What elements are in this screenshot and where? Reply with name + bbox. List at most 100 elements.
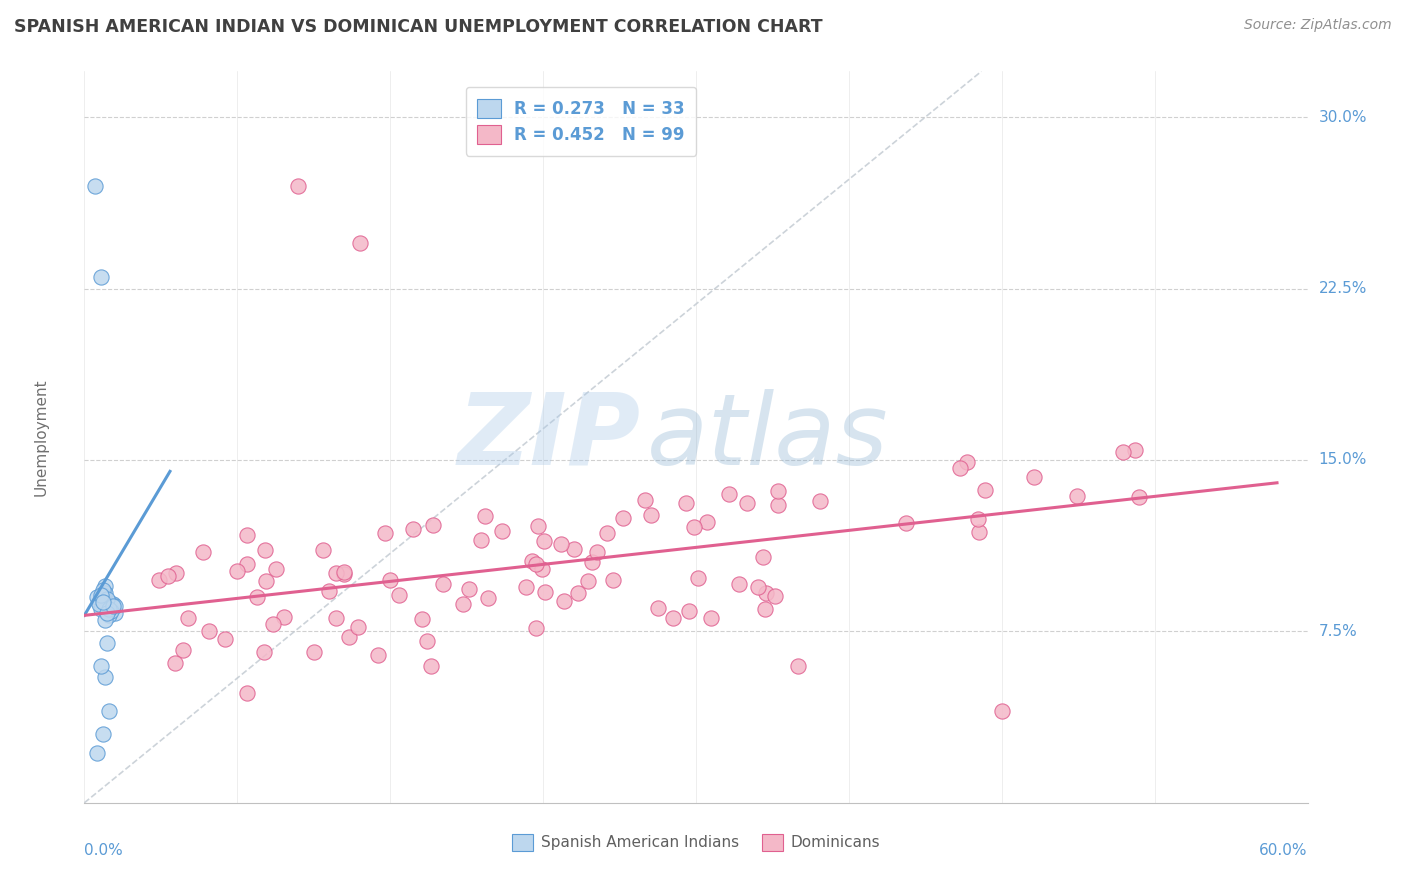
Point bbox=[696, 515, 718, 529]
Point bbox=[325, 610, 347, 624]
Point bbox=[477, 591, 499, 605]
Point bbox=[96, 636, 118, 650]
Point bbox=[526, 519, 548, 533]
Point bbox=[83, 178, 105, 193]
Text: 7.5%: 7.5% bbox=[1319, 624, 1357, 639]
Point bbox=[318, 584, 340, 599]
Legend: Spanish American Indians, Dominicans: Spanish American Indians, Dominicans bbox=[506, 828, 886, 857]
Point bbox=[634, 493, 657, 508]
Point bbox=[90, 588, 112, 602]
Point bbox=[311, 542, 333, 557]
Point bbox=[747, 580, 769, 594]
Point bbox=[93, 670, 115, 684]
Point bbox=[973, 483, 995, 498]
Point bbox=[675, 496, 697, 510]
Point bbox=[699, 610, 721, 624]
Point bbox=[640, 508, 662, 522]
Point bbox=[1128, 490, 1150, 504]
Point bbox=[86, 746, 108, 760]
Point bbox=[262, 616, 284, 631]
Point bbox=[474, 509, 496, 524]
Point bbox=[949, 461, 972, 475]
Point bbox=[420, 658, 443, 673]
Point bbox=[236, 558, 259, 572]
Point bbox=[754, 601, 776, 615]
Point bbox=[491, 524, 513, 538]
Point bbox=[148, 573, 170, 587]
Text: Unemployment: Unemployment bbox=[34, 378, 49, 496]
Point bbox=[683, 520, 706, 534]
Point bbox=[96, 592, 118, 607]
Point bbox=[97, 608, 120, 623]
Point bbox=[808, 494, 831, 508]
Point bbox=[273, 610, 295, 624]
Text: 60.0%: 60.0% bbox=[1260, 843, 1308, 858]
Point bbox=[388, 588, 411, 602]
Point bbox=[533, 533, 555, 548]
Point bbox=[90, 270, 112, 285]
Point bbox=[333, 566, 356, 581]
Point bbox=[576, 574, 599, 589]
Point bbox=[752, 549, 775, 564]
Point bbox=[567, 586, 589, 600]
Point bbox=[581, 555, 603, 569]
Point bbox=[91, 583, 114, 598]
Point bbox=[100, 604, 122, 618]
Point bbox=[524, 621, 547, 635]
Point bbox=[96, 604, 118, 618]
Point bbox=[156, 568, 179, 582]
Point bbox=[735, 496, 758, 510]
Point bbox=[214, 632, 236, 646]
Point bbox=[93, 579, 115, 593]
Point bbox=[550, 537, 572, 551]
Point bbox=[91, 588, 114, 602]
Point bbox=[91, 595, 114, 609]
Point bbox=[967, 524, 990, 539]
Point bbox=[367, 648, 389, 662]
Point bbox=[325, 566, 347, 580]
Text: 30.0%: 30.0% bbox=[1319, 110, 1367, 125]
Point bbox=[93, 595, 115, 609]
Point bbox=[90, 658, 112, 673]
Point bbox=[1123, 443, 1146, 458]
Point bbox=[193, 545, 215, 559]
Point bbox=[246, 591, 269, 605]
Text: Source: ZipAtlas.com: Source: ZipAtlas.com bbox=[1244, 18, 1392, 32]
Point bbox=[787, 658, 810, 673]
Point bbox=[602, 573, 624, 587]
Point bbox=[562, 542, 585, 557]
Point bbox=[596, 525, 619, 540]
Point bbox=[90, 601, 112, 615]
Text: 22.5%: 22.5% bbox=[1319, 281, 1367, 296]
Point bbox=[416, 634, 439, 648]
Point bbox=[87, 597, 110, 611]
Point bbox=[678, 604, 700, 618]
Point bbox=[177, 611, 200, 625]
Point bbox=[225, 565, 247, 579]
Point bbox=[253, 645, 276, 659]
Point bbox=[991, 705, 1014, 719]
Point bbox=[515, 580, 537, 594]
Point bbox=[378, 573, 401, 587]
Text: 0.0%: 0.0% bbox=[84, 843, 124, 858]
Point bbox=[104, 599, 127, 614]
Point bbox=[104, 606, 127, 620]
Point bbox=[287, 178, 309, 193]
Point bbox=[432, 576, 454, 591]
Point bbox=[87, 595, 110, 609]
Point bbox=[93, 585, 115, 599]
Point bbox=[349, 235, 371, 250]
Point bbox=[101, 599, 124, 614]
Text: atlas: atlas bbox=[647, 389, 889, 485]
Point bbox=[755, 586, 778, 600]
Point bbox=[520, 554, 543, 568]
Point bbox=[236, 686, 259, 700]
Point bbox=[96, 606, 118, 620]
Point bbox=[768, 498, 790, 512]
Point bbox=[236, 528, 259, 542]
Point bbox=[97, 705, 120, 719]
Point bbox=[453, 597, 475, 611]
Point bbox=[967, 512, 990, 526]
Point bbox=[93, 613, 115, 627]
Point bbox=[254, 574, 277, 589]
